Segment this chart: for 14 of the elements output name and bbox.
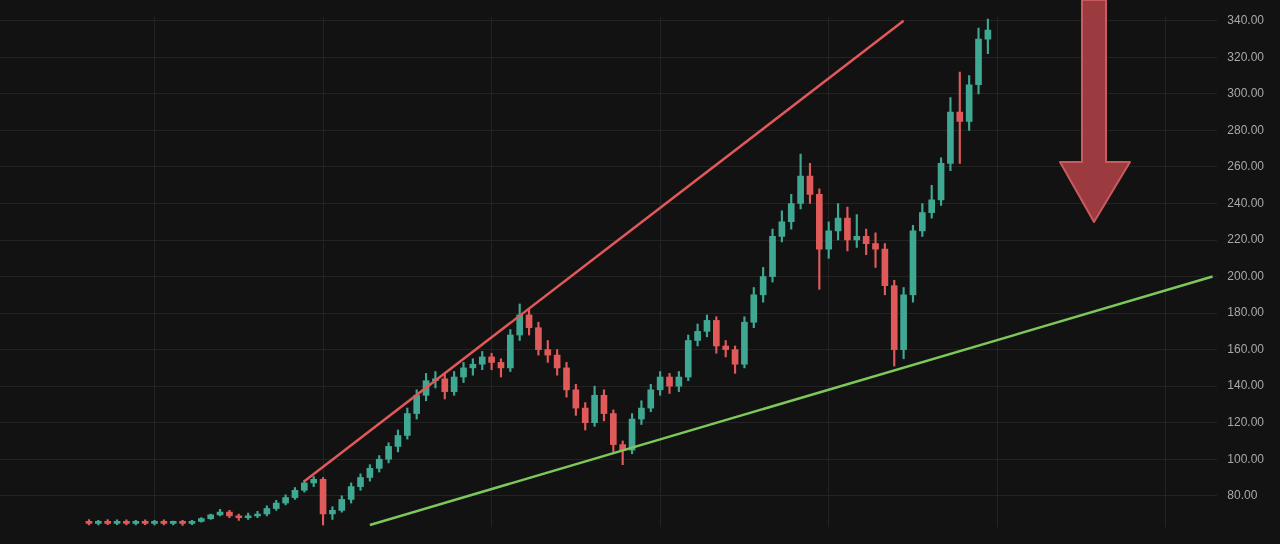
y-tick-label: 140.00	[1227, 378, 1265, 393]
y-tick-label: 300.00	[1227, 86, 1265, 101]
y-tick-label: 260.00	[1227, 159, 1265, 174]
y-tick-label: 100.00	[1227, 451, 1265, 466]
y-tick-label: 340.00	[1227, 13, 1265, 28]
y-tick-label: 320.00	[1227, 49, 1265, 64]
y-tick-label: 200.00	[1227, 268, 1265, 283]
y-tick-label: 220.00	[1227, 232, 1265, 247]
y-tick-label: 280.00	[1227, 122, 1265, 137]
y-tick-label: 120.00	[1227, 415, 1265, 429]
y-tick-label: 180.00	[1227, 305, 1265, 320]
y-tick-label: 80.00	[1227, 488, 1258, 503]
y-tick-label: 240.00	[1227, 195, 1265, 210]
y-tick-label: 160.00	[1227, 341, 1265, 356]
